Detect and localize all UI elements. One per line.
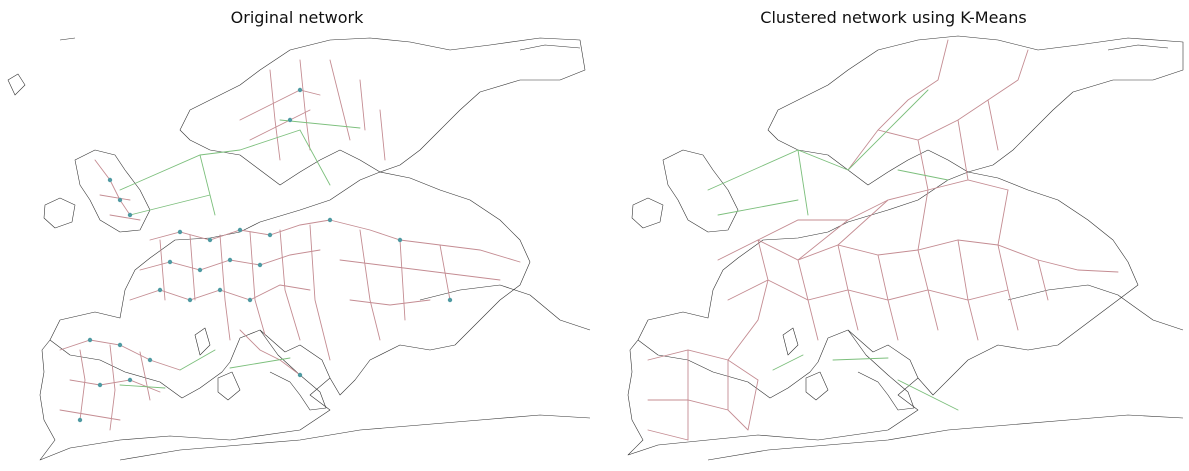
original-network-panel: Original network (0, 0, 594, 471)
dc-links (707, 89, 959, 411)
ac-lines (59, 59, 521, 431)
coastlines (627, 35, 1184, 461)
clustered-network-map (627, 35, 1184, 461)
original-network-map (7, 37, 591, 461)
panel-title: Original network (230, 8, 364, 27)
coastlines (7, 37, 591, 461)
dc-links (119, 119, 361, 389)
panel-title: Clustered network using K-Means (760, 8, 1027, 27)
ac-lines (647, 39, 1119, 441)
clustered-network-panel: Clustered network using K-Means (598, 0, 1189, 471)
buses (77, 87, 453, 423)
